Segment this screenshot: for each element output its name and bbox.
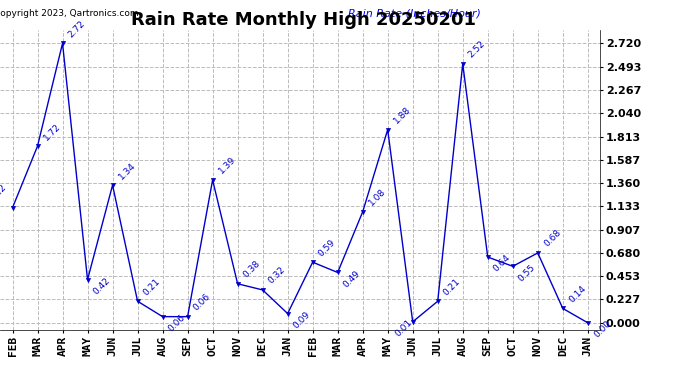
Text: 0.00: 0.00 <box>592 319 613 339</box>
Text: 0.21: 0.21 <box>442 276 462 297</box>
Text: 1.34: 1.34 <box>117 160 137 181</box>
Text: 0.42: 0.42 <box>92 276 112 296</box>
Text: 0.06: 0.06 <box>192 292 213 312</box>
Text: 0.01: 0.01 <box>393 318 414 339</box>
Text: 0.55: 0.55 <box>517 262 538 283</box>
Text: 1.08: 1.08 <box>367 187 388 208</box>
Text: 0.32: 0.32 <box>267 265 287 286</box>
Text: 0.09: 0.09 <box>292 310 313 330</box>
Text: Copyright 2023, Qartronics.com: Copyright 2023, Qartronics.com <box>0 9 139 18</box>
Text: 1.39: 1.39 <box>217 155 237 176</box>
Text: 0.59: 0.59 <box>317 237 337 258</box>
Text: 2.72: 2.72 <box>67 19 87 39</box>
Text: 0.64: 0.64 <box>492 253 513 274</box>
Text: 0.14: 0.14 <box>567 284 587 304</box>
Text: Rain Rate Monthly High 20250201: Rain Rate Monthly High 20250201 <box>131 11 476 29</box>
Text: 1.72: 1.72 <box>41 122 62 142</box>
Text: 1.88: 1.88 <box>392 105 413 126</box>
Text: 0.49: 0.49 <box>342 268 362 289</box>
Text: 1.12: 1.12 <box>0 182 8 202</box>
Text: 2.52: 2.52 <box>467 39 487 60</box>
Text: 0.06: 0.06 <box>167 313 188 333</box>
Text: 0.21: 0.21 <box>141 276 162 297</box>
Text: 0.38: 0.38 <box>241 259 262 280</box>
Text: Rain Rate (Inches/Hour): Rain Rate (Inches/Hour) <box>348 8 481 18</box>
Text: 0.68: 0.68 <box>542 228 562 249</box>
